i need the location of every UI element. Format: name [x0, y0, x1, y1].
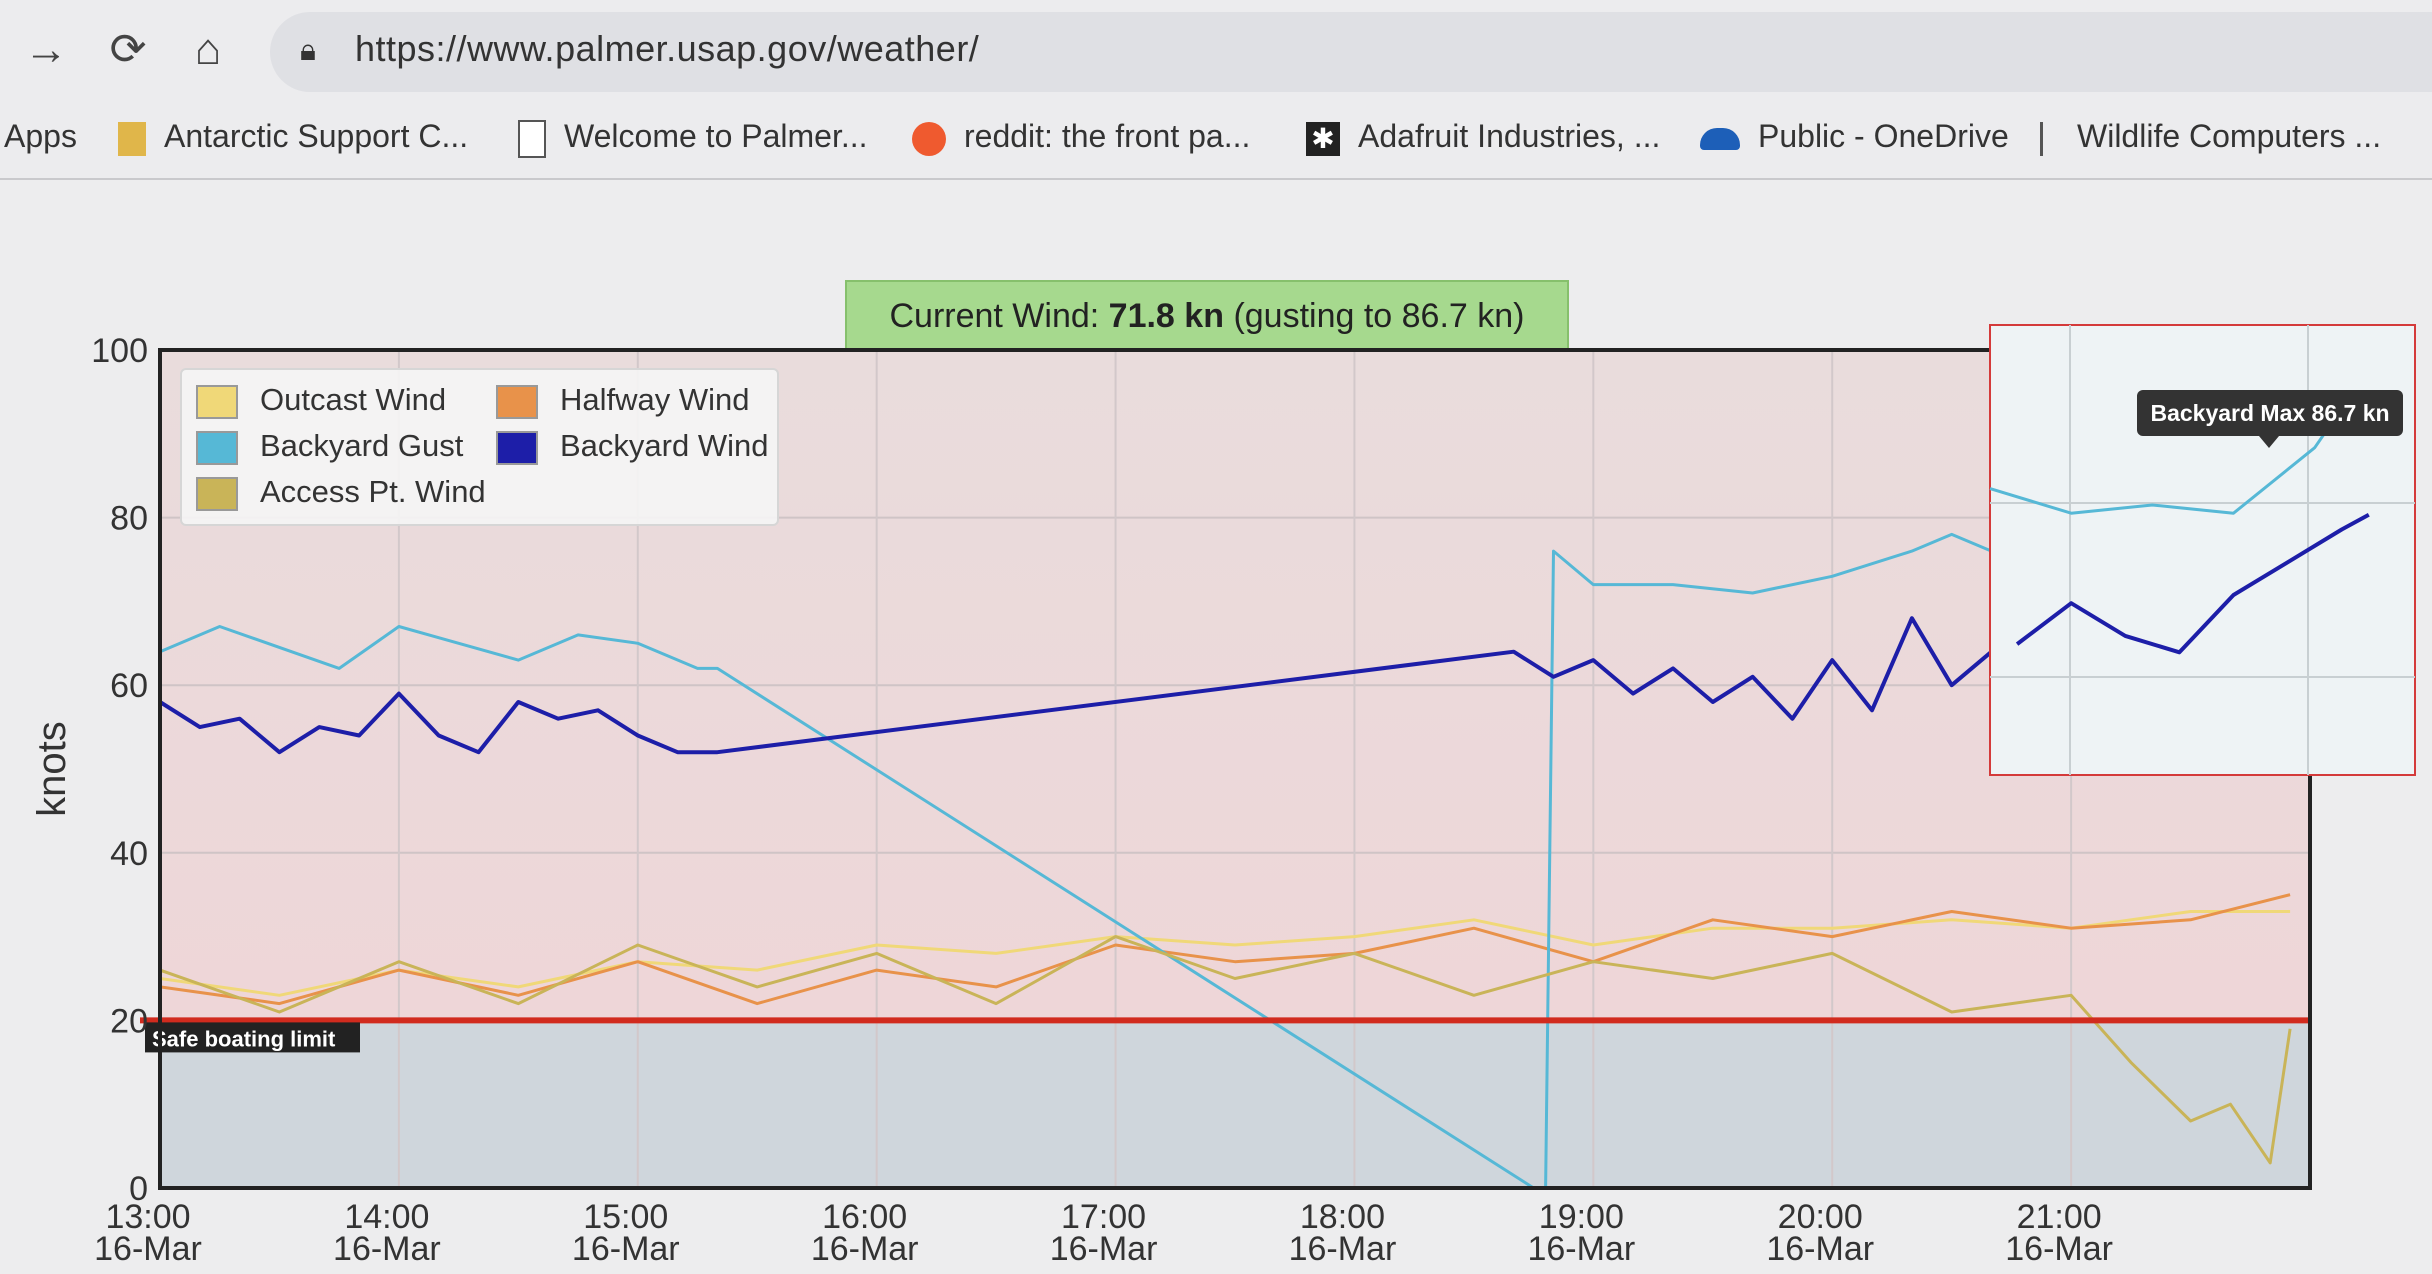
legend-label: Halfway Wind	[560, 382, 750, 417]
reload-icon[interactable]: ⟳	[109, 25, 147, 74]
legend-swatch	[496, 430, 538, 465]
x-tick-time: 20:00	[1778, 1198, 1863, 1236]
bookmark-label: Welcome to Palmer...	[564, 118, 868, 154]
y-tick-label: 20	[110, 1002, 148, 1040]
bookmark-wildlife-computers[interactable]: Wildlife Computers ...	[2040, 118, 2381, 156]
lock-icon: 🔒︎	[300, 34, 316, 67]
cloud-icon	[1700, 127, 1740, 150]
legend-swatch	[196, 476, 238, 511]
threshold-label-bg	[145, 1022, 360, 1053]
bookmark-icon	[2040, 121, 2059, 156]
x-tick-date: 16-Mar	[1766, 1230, 1874, 1268]
current-wind-value: 71.8 kn	[1108, 297, 1224, 335]
inset-series-backyard-gust	[1989, 392, 2354, 515]
x-tick-date: 16-Mar	[2005, 1230, 2113, 1268]
y-tick-label: 100	[91, 332, 148, 370]
legend-item-halfway-wind[interactable]: Halfway Wind	[496, 382, 750, 419]
threshold-label: Safe boating limit	[152, 1026, 336, 1051]
bookmark-label: Adafruit Industries, ...	[1358, 118, 1661, 154]
inset-series-backyard-wind	[2015, 513, 2370, 655]
inset-tooltip: Backyard Max 86.7 kn	[2137, 390, 2403, 448]
legend-swatch	[496, 384, 538, 419]
bookmark-label: reddit: the front pa...	[964, 118, 1251, 154]
page-icon	[518, 119, 546, 158]
legend-item-backyard-gust[interactable]: Backyard Gust	[196, 428, 463, 465]
legend-label: Access Pt. Wind	[260, 474, 486, 509]
current-wind-label: Current Wind:	[889, 297, 1100, 335]
bookmark-antarctic-support[interactable]: Antarctic Support C...	[118, 118, 468, 156]
bookmark-label: Apps	[4, 118, 77, 154]
legend-label: Backyard Gust	[260, 428, 464, 463]
x-tick-date: 16-Mar	[1289, 1230, 1397, 1268]
bookmarks-bar: Apps Antarctic Support C... Welcome to P…	[0, 100, 2432, 180]
x-tick-time: 21:00	[2017, 1198, 2102, 1236]
folder-icon	[118, 121, 146, 156]
series-access-pt-wind	[160, 935, 2292, 1165]
url-text[interactable]: https://www.palmer.usap.gov/weather/	[355, 28, 980, 69]
x-tick-date: 16-Mar	[333, 1230, 441, 1268]
x-tick-date: 16-Mar	[1527, 1230, 1635, 1268]
bookmark-label: Antarctic Support C...	[164, 118, 469, 154]
bookmark-reddit[interactable]: reddit: the front pa...	[912, 118, 1250, 156]
bookmark-onedrive[interactable]: Public - OneDrive	[1700, 118, 2009, 155]
legend-item-backyard-wind[interactable]: Backyard Wind	[496, 428, 768, 465]
x-tick-time: 14:00	[344, 1198, 429, 1236]
address-bar[interactable]: 🔒︎ https://www.palmer.usap.gov/weather/	[270, 12, 2432, 92]
bookmark-welcome-palmer[interactable]: Welcome to Palmer...	[518, 118, 868, 158]
legend-item-access-pt-wind[interactable]: Access Pt. Wind	[196, 474, 486, 511]
bookmark-adafruit[interactable]: ✱ Adafruit Industries, ...	[1306, 118, 1660, 156]
threshold-layer: Safe boating limit	[140, 1017, 2310, 1053]
legend-swatch	[196, 430, 238, 465]
x-tick-time: 16:00	[822, 1198, 907, 1236]
star-icon: ✱	[1306, 121, 1340, 156]
x-tick-time: 13:00	[105, 1198, 190, 1236]
y-tick-label: 80	[110, 500, 148, 538]
plot-background	[160, 350, 2310, 1188]
forward-icon[interactable]: →	[24, 25, 68, 74]
y-tick-label: 40	[110, 835, 148, 873]
chart-legend: Outcast Wind Halfway Wind Backyard Gust …	[180, 368, 779, 526]
x-tick-date: 16-Mar	[1050, 1230, 1158, 1268]
current-wind-banner: Current Wind: 71.8 kn (gusting to 86.7 k…	[845, 280, 1569, 352]
y-tick-label: 60	[110, 667, 148, 705]
series-halfway-wind	[160, 893, 2291, 1006]
bookmark-apps[interactable]: Apps	[4, 118, 77, 155]
safe-band	[160, 1020, 2310, 1188]
x-tick-date: 16-Mar	[811, 1230, 919, 1268]
axes: 02040608010013:0016-Mar14:0016-Mar15:001…	[30, 332, 2312, 1268]
bookmark-label: Wildlife Computers ...	[2077, 118, 2382, 154]
x-tick-date: 16-Mar	[572, 1230, 680, 1268]
browser-toolbar: → ⟳ ⌂ 🔒︎ https://www.palmer.usap.gov/wea…	[0, 0, 2432, 100]
legend-label: Outcast Wind	[260, 382, 447, 417]
x-tick-time: 19:00	[1539, 1198, 1624, 1236]
x-tick-time: 18:00	[1300, 1198, 1385, 1236]
legend-swatch	[196, 384, 238, 419]
x-tick-time: 17:00	[1061, 1198, 1146, 1236]
x-tick-date: 16-Mar	[94, 1230, 202, 1268]
legend-label: Backyard Wind	[560, 428, 769, 463]
current-wind-gust: (gusting to 86.7 kn)	[1233, 297, 1525, 335]
home-icon[interactable]: ⌂	[194, 25, 222, 74]
bookmark-label: Public - OneDrive	[1758, 118, 2009, 154]
y-axis-label: knots	[30, 721, 74, 817]
x-tick-time: 15:00	[583, 1198, 668, 1236]
reddit-icon	[912, 121, 946, 156]
legend-item-outcast-wind[interactable]: Outcast Wind	[196, 382, 446, 419]
y-tick-label: 0	[129, 1170, 148, 1208]
series-outcast-wind	[160, 910, 2291, 997]
